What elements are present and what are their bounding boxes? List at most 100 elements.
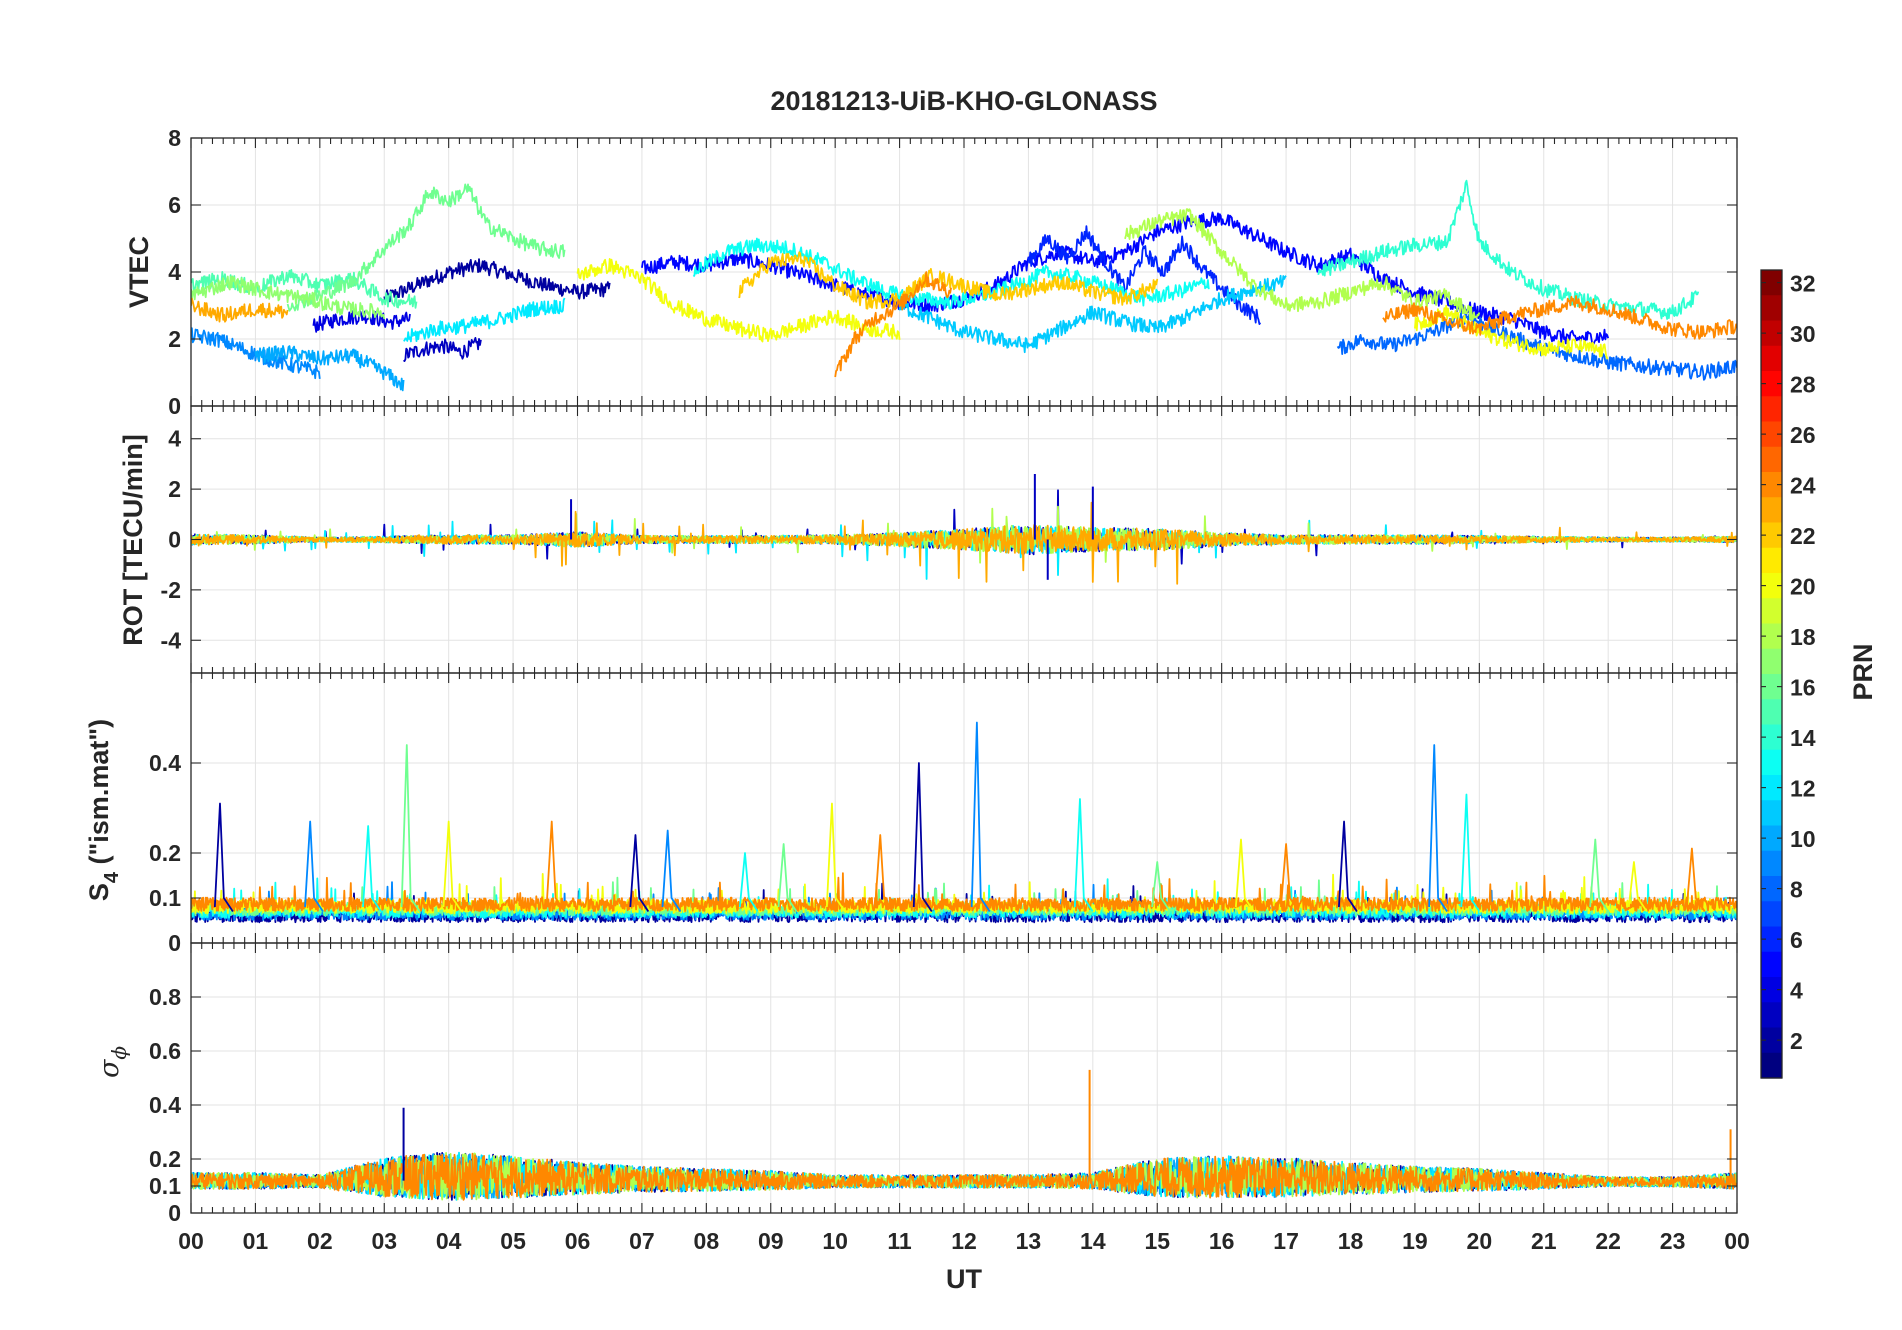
y-tick-label: 4	[168, 259, 181, 285]
x-axis-label: UT	[946, 1264, 982, 1294]
x-tick-label: 14	[1080, 1228, 1106, 1254]
y-tick-label: 0	[168, 1200, 181, 1226]
s4-spike	[545, 820, 566, 912]
x-tick-label: 15	[1144, 1228, 1170, 1254]
colorbar-swatch	[1761, 345, 1782, 372]
colorbar-tick-label: 24	[1790, 473, 1816, 499]
s4-spike	[1460, 793, 1481, 912]
colorbar-tick-label: 2	[1790, 1028, 1803, 1054]
colorbar-swatch	[1761, 522, 1782, 549]
s4-spike	[1685, 847, 1706, 912]
colorbar-swatch	[1761, 623, 1782, 650]
vtec-series-prn-17	[191, 275, 386, 320]
vtec-series-prn-20	[576, 258, 901, 343]
plot-area	[191, 179, 1737, 392]
s4-spike	[629, 834, 650, 912]
s4-spike	[777, 843, 798, 912]
colorbar-tick-label: 26	[1790, 422, 1816, 448]
colorbar-swatch	[1761, 295, 1782, 322]
x-tick-label: 17	[1273, 1228, 1299, 1254]
colorbar-swatch	[1761, 320, 1782, 347]
s4-spike	[442, 820, 463, 912]
x-tick-label: 23	[1660, 1228, 1686, 1254]
y-tick-label: 0.8	[149, 984, 181, 1010]
s4-spike	[1073, 798, 1094, 912]
colorbar-swatch	[1761, 876, 1782, 902]
s4-spike	[1234, 838, 1255, 912]
colorbar-swatch	[1761, 573, 1782, 599]
x-tick-label: 12	[951, 1228, 977, 1254]
vtec-series-prn-12	[403, 297, 566, 343]
y-tick-label: 2	[168, 476, 181, 502]
vtec-series-prn-24b	[834, 271, 952, 378]
chart-title: 20181213-UiB-KHO-GLONASS	[770, 86, 1157, 116]
colorbar-swatch	[1761, 472, 1782, 498]
s4-spike	[661, 829, 682, 912]
s4-spike	[912, 762, 933, 912]
s4-axis-label-main: S	[84, 883, 114, 901]
colorbar-tick-label: 6	[1790, 927, 1803, 953]
x-tick-label: 04	[436, 1228, 462, 1254]
y-tick-label: 0	[168, 930, 181, 956]
vtec-series-prn-24	[1382, 295, 1737, 340]
colorbar-swatch	[1761, 977, 1782, 1003]
s4-series-prn-24	[191, 872, 1737, 912]
rot-series-prn-23	[191, 501, 1737, 585]
s4-spike	[874, 834, 894, 912]
colorbar-swatch	[1761, 901, 1782, 928]
colorbar-tick-label: 4	[1790, 978, 1803, 1004]
colorbar-swatch	[1761, 421, 1782, 448]
y-tick-label: 0.2	[149, 840, 181, 866]
colorbar-tick-label: 32	[1790, 271, 1816, 297]
colorbar-swatch	[1761, 547, 1782, 574]
sigma-series-prn-24	[191, 1152, 1737, 1201]
vtec-series-prn-4	[312, 310, 411, 333]
x-tick-label: 11	[887, 1228, 912, 1254]
plot-area	[191, 1069, 1737, 1201]
vtec-series-prn-10	[254, 345, 405, 392]
s4-spike	[1627, 861, 1648, 912]
x-tick-label: 06	[565, 1228, 591, 1254]
x-tick-label: 01	[243, 1228, 269, 1254]
y-tick-label: 0.6	[149, 1038, 181, 1064]
colorbar-label: PRN	[1848, 643, 1878, 700]
s4-spike	[1589, 838, 1609, 912]
x-tick-label: 02	[307, 1228, 333, 1254]
sigma-axis-label-main: σ	[94, 1058, 125, 1078]
vtec-series-prn-20b	[1414, 304, 1609, 360]
colorbar-swatch	[1761, 724, 1782, 751]
vtec-series-prn-9	[191, 327, 321, 380]
s4-spike	[304, 820, 324, 912]
x-tick-label: 20	[1467, 1228, 1493, 1254]
vtec-series-prn-11	[898, 274, 1287, 354]
colorbar-swatch	[1761, 1027, 1782, 1054]
vtec-axis-label: VTEC	[124, 236, 154, 308]
colorbar-swatch	[1761, 1052, 1782, 1079]
vtec-panel: 0 2 4 6 8	[168, 125, 1738, 419]
y-tick-label: 0.2	[149, 1146, 181, 1172]
x-tick-label: 13	[1016, 1228, 1042, 1254]
s4-spike	[362, 825, 382, 912]
x-tick-label: 00	[178, 1228, 204, 1254]
colorbar-swatch	[1761, 270, 1782, 296]
colorbar-swatch	[1761, 825, 1782, 852]
vtec-series-prn-3	[402, 337, 482, 362]
s4-spike	[1338, 820, 1358, 912]
x-tick-label: 08	[694, 1228, 720, 1254]
y-tick-label: 0	[168, 393, 181, 419]
s4-axis-label-rest: ("ism.mat")	[84, 719, 114, 872]
colorbar-tick-label: 22	[1790, 523, 1816, 549]
x-tick-label: 10	[822, 1228, 848, 1254]
y-tick-label: 0.1	[149, 1173, 181, 1199]
colorbar-swatch	[1761, 674, 1782, 700]
x-tick-label: 09	[758, 1228, 784, 1254]
y-tick-label: 2	[168, 326, 181, 352]
colorbar-swatch	[1761, 775, 1782, 801]
y-tick-label: 0	[168, 527, 181, 553]
x-tick-label: 07	[629, 1228, 655, 1254]
y-tick-label: 4	[168, 426, 181, 452]
colorbar-tick-label: 12	[1790, 776, 1816, 802]
x-tick-label: 16	[1209, 1228, 1235, 1254]
